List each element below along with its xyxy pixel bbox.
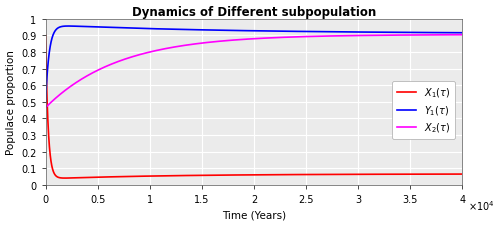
Title: Dynamics of Different subpopulation: Dynamics of Different subpopulation	[132, 6, 376, 18]
$X_2(\tau)$	[374, 35, 380, 38]
$Y_1(\tau)$	[64, 26, 70, 28]
$X_1(\tau)$	[289, 173, 295, 176]
$Y_1(\tau)$	[459, 32, 465, 35]
$X_1(\tau)$	[64, 177, 70, 180]
$X_1(\tau)$	[194, 174, 200, 177]
$X_1(\tau)$	[352, 173, 358, 176]
$Y_1(\tau)$	[65, 26, 71, 28]
Legend: $X_1(\tau)$, $Y_1(\tau)$, $X_2(\tau)$: $X_1(\tau)$, $Y_1(\tau)$, $X_2(\tau)$	[392, 82, 456, 140]
$X_1(\tau)$	[374, 173, 380, 176]
X-axis label: Time (Years): Time (Years)	[222, 209, 286, 219]
$X_2(\tau)$	[289, 36, 295, 39]
$X_2(\tau)$	[64, 89, 70, 91]
$Y_1(\tau)$	[308, 31, 314, 34]
$Y_1(\tau)$	[352, 32, 358, 34]
$Y_1(\tau)$	[42, 101, 48, 104]
$X_2(\tau)$	[459, 34, 465, 37]
Line: $X_1(\tau)$: $X_1(\tau)$	[46, 36, 462, 178]
Text: $\times10^4$: $\times10^4$	[468, 198, 494, 212]
$X_1(\tau)$	[62, 177, 68, 180]
$X_2(\tau)$	[352, 35, 358, 38]
$Y_1(\tau)$	[194, 29, 200, 32]
$X_1(\tau)$	[459, 173, 465, 176]
$X_2(\tau)$	[42, 107, 48, 110]
$X_1(\tau)$	[308, 173, 314, 176]
$X_2(\tau)$	[308, 36, 314, 39]
Line: $X_2(\tau)$: $X_2(\tau)$	[46, 36, 462, 108]
$X_2(\tau)$	[194, 43, 200, 46]
$X_1(\tau)$	[42, 35, 48, 38]
$Y_1(\tau)$	[374, 32, 380, 34]
Line: $Y_1(\tau)$: $Y_1(\tau)$	[46, 27, 462, 102]
Y-axis label: Populace proportion: Populace proportion	[6, 50, 16, 155]
$Y_1(\tau)$	[289, 31, 295, 34]
